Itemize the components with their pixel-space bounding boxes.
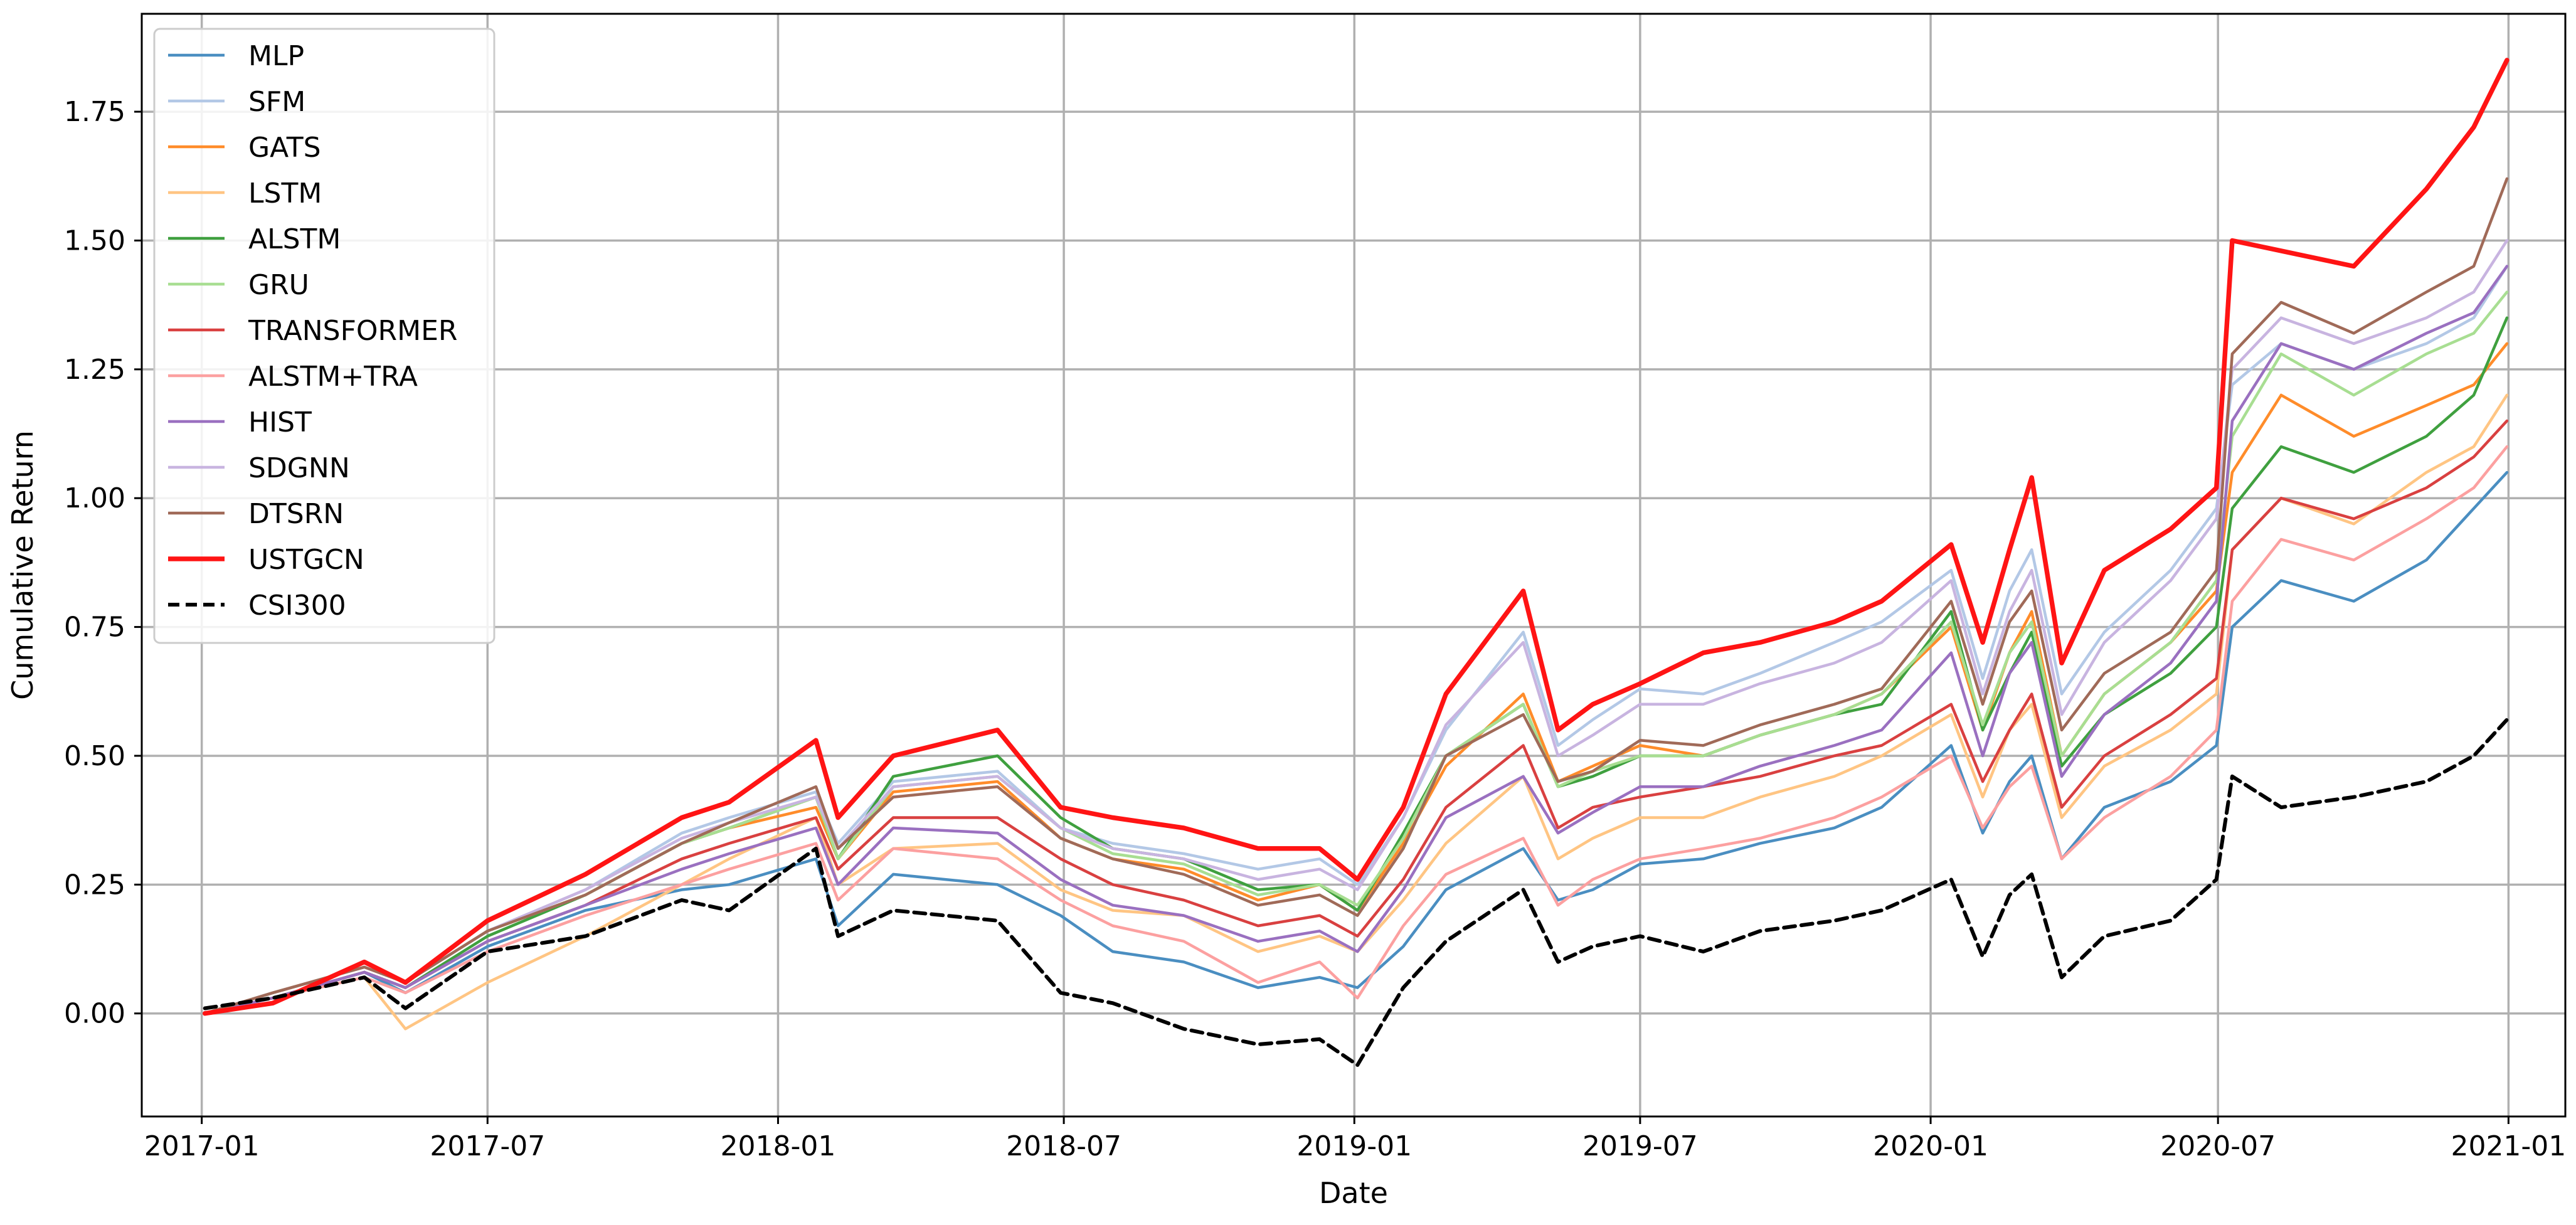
legend-label: DTSRN: [248, 498, 344, 530]
y-tick-label: 0.75: [64, 612, 125, 644]
series-line-dtsrn: [203, 177, 2509, 1015]
legend-item: SDGNN: [168, 452, 350, 484]
y-tick-label: 1.00: [64, 482, 125, 514]
legend-label: GRU: [248, 269, 309, 301]
legend-label: HIST: [248, 406, 312, 438]
series-line-transformer: [203, 419, 2509, 1015]
series-line-sfm: [203, 265, 2509, 1015]
legend-label: SFM: [248, 86, 305, 118]
legend-item: HIST: [168, 406, 312, 438]
y-tick-label: 0.00: [64, 998, 125, 1030]
x-tick-label: 2020-07: [2160, 1130, 2276, 1162]
legend-item: DTSRN: [168, 498, 344, 530]
legend-item: ALSTM: [168, 223, 341, 255]
y-tick-label: 1.25: [64, 354, 125, 386]
x-tick-label: 2020-01: [1873, 1130, 1988, 1162]
x-tick-label: 2019-07: [1582, 1130, 1698, 1162]
series-line-csi300: [203, 718, 2509, 1067]
series-line-hist: [203, 265, 2509, 1015]
legend-label: ALSTM: [248, 223, 341, 255]
grid-layer: [142, 14, 2565, 1116]
series-layer: [202, 58, 2510, 1067]
y-tick-label: 0.25: [64, 869, 125, 901]
series-line-ustgcn: [202, 58, 2510, 1016]
legend-item: GATS: [168, 132, 321, 164]
x-tick-label: 2018-07: [1006, 1130, 1121, 1162]
series-line-alstm-tra: [203, 445, 2509, 1015]
x-tick-label: 2017-01: [144, 1130, 260, 1162]
y-tick-label: 0.50: [64, 740, 125, 772]
x-tick-label: 2018-01: [721, 1130, 836, 1162]
legend-label: TRANSFORMER: [248, 315, 457, 347]
legend-label: CSI300: [248, 590, 346, 622]
legend-label: ALSTM+TRA: [248, 361, 418, 393]
legend: MLP SFM GATS LSTM ALSTM GRU TRANSFORMER ALSTM+T…: [153, 28, 496, 644]
legend-item: TRANSFORMER: [168, 315, 457, 347]
legend-item: USTGCN: [168, 544, 364, 576]
legend-label: GATS: [248, 132, 321, 164]
y-tick-label: 1.50: [64, 225, 125, 257]
legend-label: USTGCN: [248, 544, 364, 576]
legend-item: SFM: [168, 86, 305, 118]
legend-box: [153, 28, 496, 644]
x-tick-label: 2017-07: [430, 1130, 545, 1162]
legend-label: SDGNN: [248, 452, 350, 484]
legend-label: LSTM: [248, 178, 322, 209]
y-tick-label: 1.75: [64, 96, 125, 128]
x-axis-label: Date: [1319, 1176, 1388, 1210]
series-line-lstm: [203, 393, 2509, 1031]
legend-item: GRU: [168, 269, 309, 301]
legend-item: MLP: [168, 40, 304, 72]
tick-layer: 2017-01 2017-07 2018-01 2018-07 2019-01 2019-…: [64, 96, 2566, 1162]
y-axis-label: Cumulative Return: [6, 430, 40, 700]
legend-item: CSI300: [168, 590, 346, 622]
legend-item: LSTM: [168, 178, 322, 209]
x-tick-label: 2019-01: [1296, 1130, 1412, 1162]
x-tick-label: 2021-01: [2451, 1130, 2566, 1162]
legend-item: ALSTM+TRA: [168, 361, 418, 393]
legend-label: MLP: [248, 40, 304, 72]
